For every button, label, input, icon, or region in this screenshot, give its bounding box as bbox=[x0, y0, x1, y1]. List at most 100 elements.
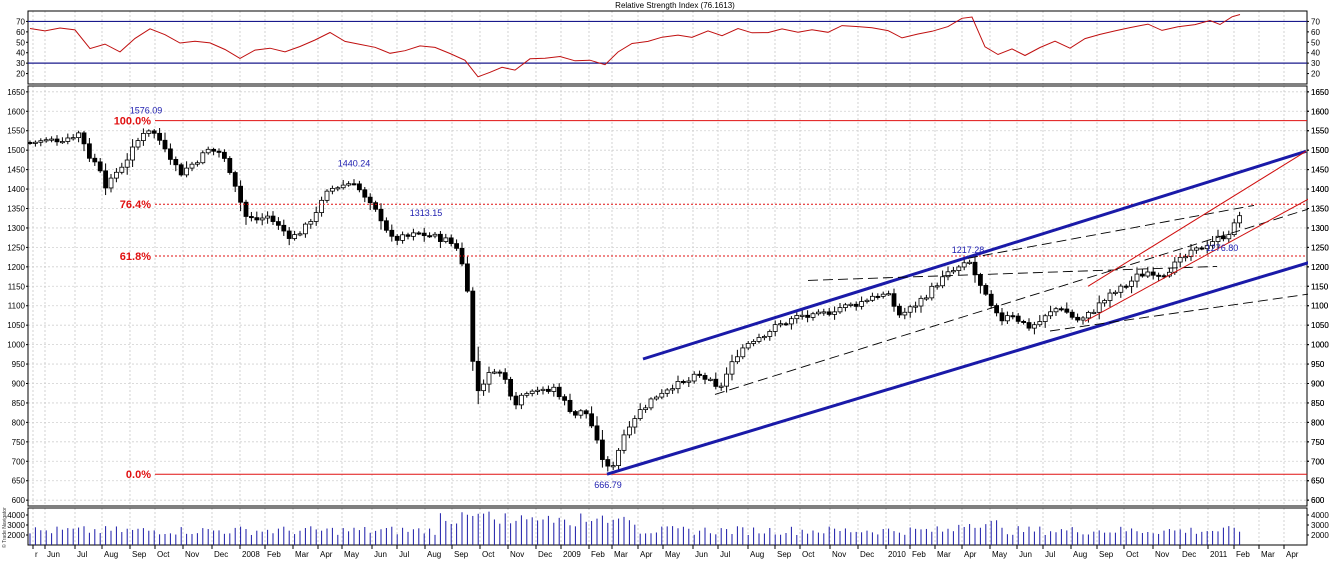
price-tick-left: 1450 bbox=[7, 166, 25, 175]
candle-down bbox=[1069, 311, 1075, 318]
candle-down bbox=[826, 311, 832, 315]
candle-up bbox=[400, 234, 406, 241]
x-tick-label: Jun bbox=[695, 550, 708, 559]
x-tick-label: r bbox=[35, 550, 38, 559]
candle-up bbox=[778, 323, 783, 326]
candle-down bbox=[281, 224, 287, 232]
candle-up bbox=[519, 394, 524, 406]
candle-down bbox=[178, 164, 184, 176]
fib-label: 0.0% bbox=[126, 469, 151, 481]
candle-up bbox=[740, 347, 746, 358]
candle-down bbox=[437, 233, 443, 242]
peak-label: 1276.80 bbox=[1206, 243, 1239, 253]
price-tick-right: 950 bbox=[1311, 360, 1325, 369]
candle-down bbox=[373, 202, 379, 210]
price-tick-right: 1600 bbox=[1311, 107, 1329, 116]
candle-down bbox=[243, 201, 249, 217]
candle-down bbox=[173, 159, 179, 166]
price-tick-right: 1200 bbox=[1311, 263, 1329, 272]
candle-up bbox=[708, 378, 713, 381]
x-tick-label: Sep bbox=[1099, 550, 1114, 559]
price-tick-right: 900 bbox=[1311, 380, 1325, 389]
candle-up bbox=[65, 137, 71, 142]
candle-up bbox=[1172, 261, 1178, 273]
candle-down bbox=[157, 132, 163, 141]
candle-up bbox=[486, 372, 492, 385]
candle-down bbox=[167, 148, 173, 160]
candle-down bbox=[897, 305, 902, 316]
volume-tick-right: 3000 bbox=[1311, 521, 1329, 530]
volume-panel bbox=[29, 511, 1241, 545]
rsi-tick-left: 20 bbox=[16, 70, 25, 79]
candle-up bbox=[913, 305, 918, 308]
x-tick-label: Feb bbox=[1236, 550, 1250, 559]
price-tick-right: 750 bbox=[1311, 438, 1325, 447]
x-tick-label: Jun bbox=[47, 550, 60, 559]
candle-up bbox=[324, 190, 330, 201]
candle-down bbox=[783, 323, 789, 326]
candle-up bbox=[540, 388, 546, 391]
x-tick-label: Feb bbox=[912, 550, 926, 559]
candle-down bbox=[1010, 315, 1016, 318]
candle-down bbox=[1123, 285, 1129, 288]
candle-up bbox=[189, 163, 195, 169]
price-tick-right: 1350 bbox=[1311, 205, 1329, 214]
candle-down bbox=[92, 157, 98, 163]
candle-down bbox=[416, 232, 422, 235]
candle-up bbox=[1188, 249, 1194, 257]
candle-down bbox=[221, 151, 227, 159]
candle-down bbox=[367, 196, 373, 204]
candle-down bbox=[1026, 322, 1032, 329]
candle-up bbox=[481, 383, 487, 392]
candle-down bbox=[556, 386, 562, 398]
price-tick-right: 1150 bbox=[1311, 282, 1329, 291]
price-tick-left: 1050 bbox=[7, 321, 25, 330]
candle-down bbox=[351, 183, 357, 186]
candle-down bbox=[216, 150, 222, 153]
candle-up bbox=[194, 162, 200, 165]
candle-up bbox=[751, 341, 756, 344]
x-tick-label: 2010 bbox=[888, 550, 906, 559]
price-tick-right: 1400 bbox=[1311, 185, 1329, 194]
candle-down bbox=[972, 261, 978, 276]
price-tick-left: 1600 bbox=[7, 107, 25, 116]
candle-down bbox=[227, 158, 233, 173]
candle-down bbox=[713, 378, 719, 387]
candle-down bbox=[1059, 308, 1064, 311]
candle-down bbox=[1221, 235, 1226, 240]
price-tick-left: 1500 bbox=[7, 146, 25, 155]
candle-up bbox=[675, 381, 681, 390]
x-tick-label: 2009 bbox=[563, 550, 581, 559]
watermark: © Trade Navigator bbox=[1, 507, 8, 548]
candle-down bbox=[978, 274, 983, 286]
x-tick-label: Aug bbox=[104, 550, 118, 559]
candle-down bbox=[497, 371, 503, 374]
price-tick-right: 800 bbox=[1311, 418, 1325, 427]
candle-down bbox=[983, 285, 989, 295]
price-tick-left: 1150 bbox=[8, 282, 26, 291]
candle-up bbox=[108, 177, 114, 189]
candle-up bbox=[200, 152, 206, 164]
candle-down bbox=[87, 143, 92, 159]
price-tick-right: 1650 bbox=[1311, 88, 1329, 97]
candle-up bbox=[924, 297, 929, 300]
peak-label: 1217.28 bbox=[952, 245, 985, 255]
candle-up bbox=[1048, 311, 1053, 317]
candle-up bbox=[410, 232, 416, 237]
candle-up bbox=[1042, 315, 1048, 322]
candle-up bbox=[308, 221, 314, 225]
candle-up bbox=[859, 301, 864, 307]
price-tick-right: 1250 bbox=[1311, 243, 1329, 252]
x-tick-label: Jul bbox=[77, 550, 87, 559]
candle-down bbox=[238, 185, 244, 203]
x-tick-label: Dec bbox=[214, 550, 228, 559]
price-tick-left: 1100 bbox=[8, 302, 26, 311]
x-tick-label: Dec bbox=[1182, 550, 1196, 559]
candle-up bbox=[1204, 245, 1210, 250]
x-tick-label: Dec bbox=[538, 550, 552, 559]
candle-down bbox=[405, 234, 411, 237]
peak-label: 666.79 bbox=[594, 480, 622, 490]
candle-up bbox=[1145, 271, 1151, 277]
candle-up bbox=[810, 313, 816, 318]
